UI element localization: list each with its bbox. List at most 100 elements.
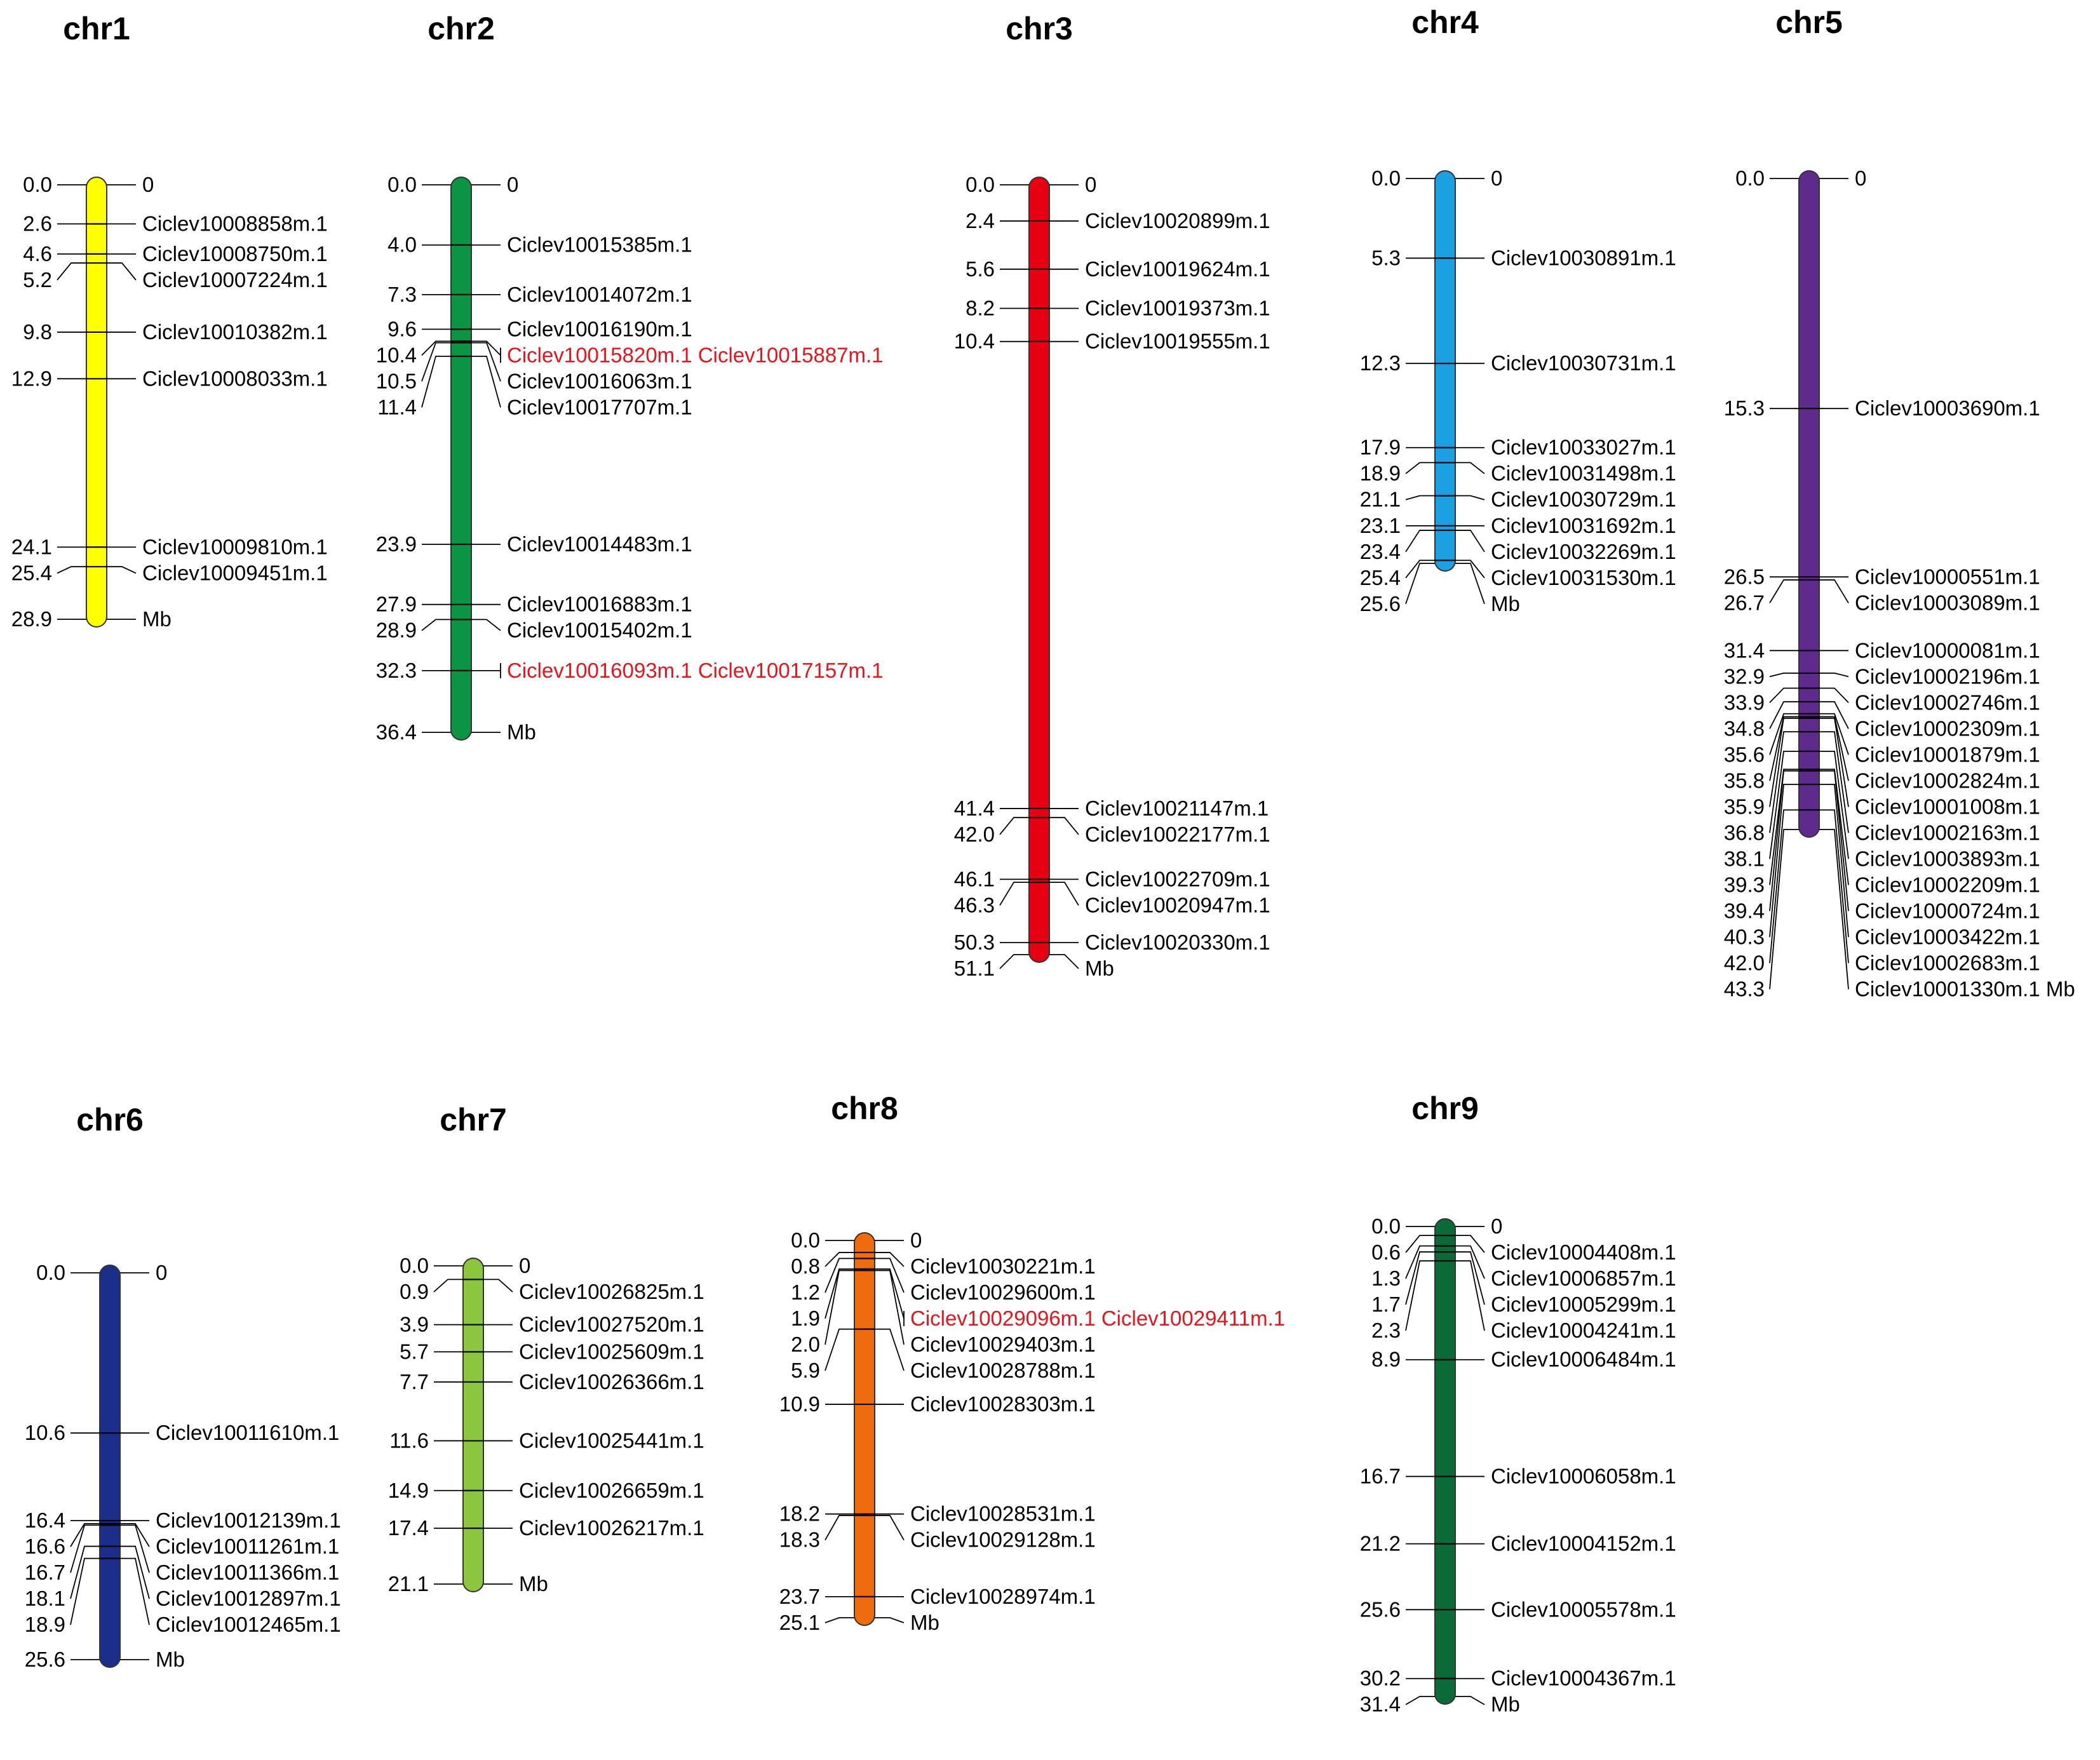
marker: 7.3 Ciclev10014072m.1 <box>387 283 692 306</box>
gene-label: Ciclev10005299m.1 <box>1491 1293 1676 1316</box>
chromosome-title: chr7 <box>440 1102 507 1138</box>
gene-label: Ciclev10031498m.1 <box>1491 462 1676 485</box>
position-leader <box>999 882 1029 906</box>
gene-label: Ciclev10001008m.1 <box>1855 795 2040 818</box>
marker: 1.3 Ciclev10006857m.1 <box>1371 1245 1676 1290</box>
position-label: 9.6 <box>387 317 417 340</box>
marker: 15.3 Ciclev10003690m.1 <box>1724 396 2040 420</box>
gene-label: Ciclev10000724m.1 <box>1855 899 2040 922</box>
marker: 5.3 Ciclev10030891m.1 <box>1371 246 1676 269</box>
gene-label: Mb <box>156 1648 185 1671</box>
gene-label: Ciclev10004408m.1 <box>1491 1240 1676 1264</box>
chromosome-title: chr3 <box>1006 11 1073 46</box>
chromosome-title: chr2 <box>427 11 495 46</box>
gene-leader <box>107 262 137 281</box>
position-leader <box>1405 563 1435 605</box>
gene-leader <box>471 356 501 408</box>
marker: 0.8 Ciclev10030221m.1 <box>791 1251 1096 1278</box>
gene-label: Ciclev10011610m.1 <box>156 1421 339 1444</box>
marker: 27.9 Ciclev10016883m.1 <box>376 593 692 616</box>
gene-leader <box>1455 563 1485 605</box>
gene-leader <box>875 1268 905 1319</box>
position-label: 23.7 <box>779 1585 820 1608</box>
chromosome-bar <box>1028 177 1050 963</box>
position-leader <box>1405 560 1435 579</box>
marker: 31.4 Ciclev10000081m.1 <box>1724 638 2040 662</box>
position-label: 1.3 <box>1371 1266 1401 1290</box>
gene-leader <box>120 1524 150 1573</box>
marker: 33.9 Ciclev10002746m.1 <box>1724 687 2040 714</box>
position-label: 9.8 <box>23 320 52 344</box>
marker: 23.4 Ciclev10032269m.1 <box>1360 529 1676 563</box>
gene-label: Ciclev10003893m.1 <box>1855 847 2040 870</box>
position-leader <box>1769 751 1799 859</box>
marker: 25.4 Ciclev10009451m.1 <box>11 561 328 584</box>
gene-label: Ciclev10028303m.1 <box>910 1392 1096 1416</box>
position-label: 8.9 <box>1371 1348 1401 1371</box>
position-label: 4.6 <box>23 242 52 265</box>
position-label: 0.0 <box>791 1228 820 1252</box>
gene-leader <box>875 1258 905 1293</box>
marker: 11.6 Ciclev10025441m.1 <box>389 1428 704 1452</box>
position-leader <box>421 342 451 382</box>
marker: 0.0 0 <box>387 173 518 196</box>
position-label: 50.3 <box>954 930 995 954</box>
position-leader <box>57 566 86 574</box>
marker: 4.6 Ciclev10008750m.1 <box>23 242 328 265</box>
position-leader <box>1769 770 1799 911</box>
position-label: 0.0 <box>1371 166 1401 190</box>
gene-label: 0 <box>1855 166 1866 190</box>
position-leader <box>1405 1235 1435 1253</box>
position-leader <box>421 619 451 631</box>
marker: 25.6 Ciclev10005578m.1 <box>1360 1597 1676 1621</box>
gene-label: Ciclev10006484m.1 <box>1491 1348 1676 1371</box>
marker: 18.2 Ciclev10028531m.1 <box>779 1502 1096 1526</box>
gene-label: Ciclev10012897m.1 <box>156 1587 341 1610</box>
marker: 50.3 Ciclev10020330m.1 <box>954 930 1270 954</box>
position-label: 0.9 <box>400 1280 429 1303</box>
position-leader <box>1769 784 1799 937</box>
position-label: 35.9 <box>1724 795 1765 818</box>
position-leader <box>57 262 86 281</box>
position-label: 15.3 <box>1724 396 1765 420</box>
position-label: 0.8 <box>791 1254 820 1278</box>
chromosome-bar <box>1434 1218 1456 1705</box>
position-leader <box>70 1557 100 1625</box>
gene-label: Ciclev10019624m.1 <box>1085 257 1270 281</box>
gene-leader <box>483 1279 513 1293</box>
gene-label: Ciclev10026366m.1 <box>519 1370 704 1394</box>
position-label: 25.6 <box>1360 592 1401 615</box>
gene-leader <box>1819 716 1849 781</box>
marker: 14.9 Ciclev10026659m.1 <box>388 1479 704 1502</box>
marker: 39.3 Ciclev10002209m.1 <box>1724 769 2040 896</box>
position-label: 14.9 <box>388 1479 429 1502</box>
position-leader <box>1769 809 1799 964</box>
position-label: 18.9 <box>1360 462 1401 485</box>
marker: 10.4 Ciclev10015820m.1 Ciclev10015887m.1 <box>376 340 884 366</box>
position-leader <box>421 356 451 408</box>
gene-label: Ciclev10026217m.1 <box>519 1516 704 1540</box>
marker: 2.4 Ciclev10020899m.1 <box>966 209 1270 232</box>
gene-label: Mb <box>1491 592 1520 615</box>
position-label: 5.3 <box>1371 246 1401 269</box>
gene-label: Ciclev10008750m.1 <box>142 242 328 265</box>
marker: 8.2 Ciclev10019373m.1 <box>966 296 1270 319</box>
position-label: 35.8 <box>1724 769 1765 792</box>
marker: 18.9 Ciclev10031498m.1 <box>1360 462 1676 485</box>
gene-label: Ciclev10021147m.1 <box>1085 796 1269 820</box>
gene-label: Ciclev10022709m.1 <box>1085 867 1270 890</box>
gene-label: Mb <box>1491 1693 1520 1716</box>
position-label: 10.5 <box>376 369 417 393</box>
position-leader <box>999 817 1029 835</box>
position-label: 46.1 <box>954 867 995 890</box>
marker: 3.9 Ciclev10027520m.1 <box>400 1313 704 1336</box>
gene-leader <box>875 1515 905 1541</box>
marker: 1.9 Ciclev10029096m.1 Ciclev10029411m.1 <box>791 1268 1285 1330</box>
marker: 38.1 Ciclev10003893m.1 <box>1724 750 2040 870</box>
marker: 12.3 Ciclev10030731m.1 <box>1360 351 1676 375</box>
position-label: 27.9 <box>376 593 417 616</box>
gene-leader <box>1819 784 1849 937</box>
gene-label: Ciclev10016063m.1 <box>507 369 692 393</box>
